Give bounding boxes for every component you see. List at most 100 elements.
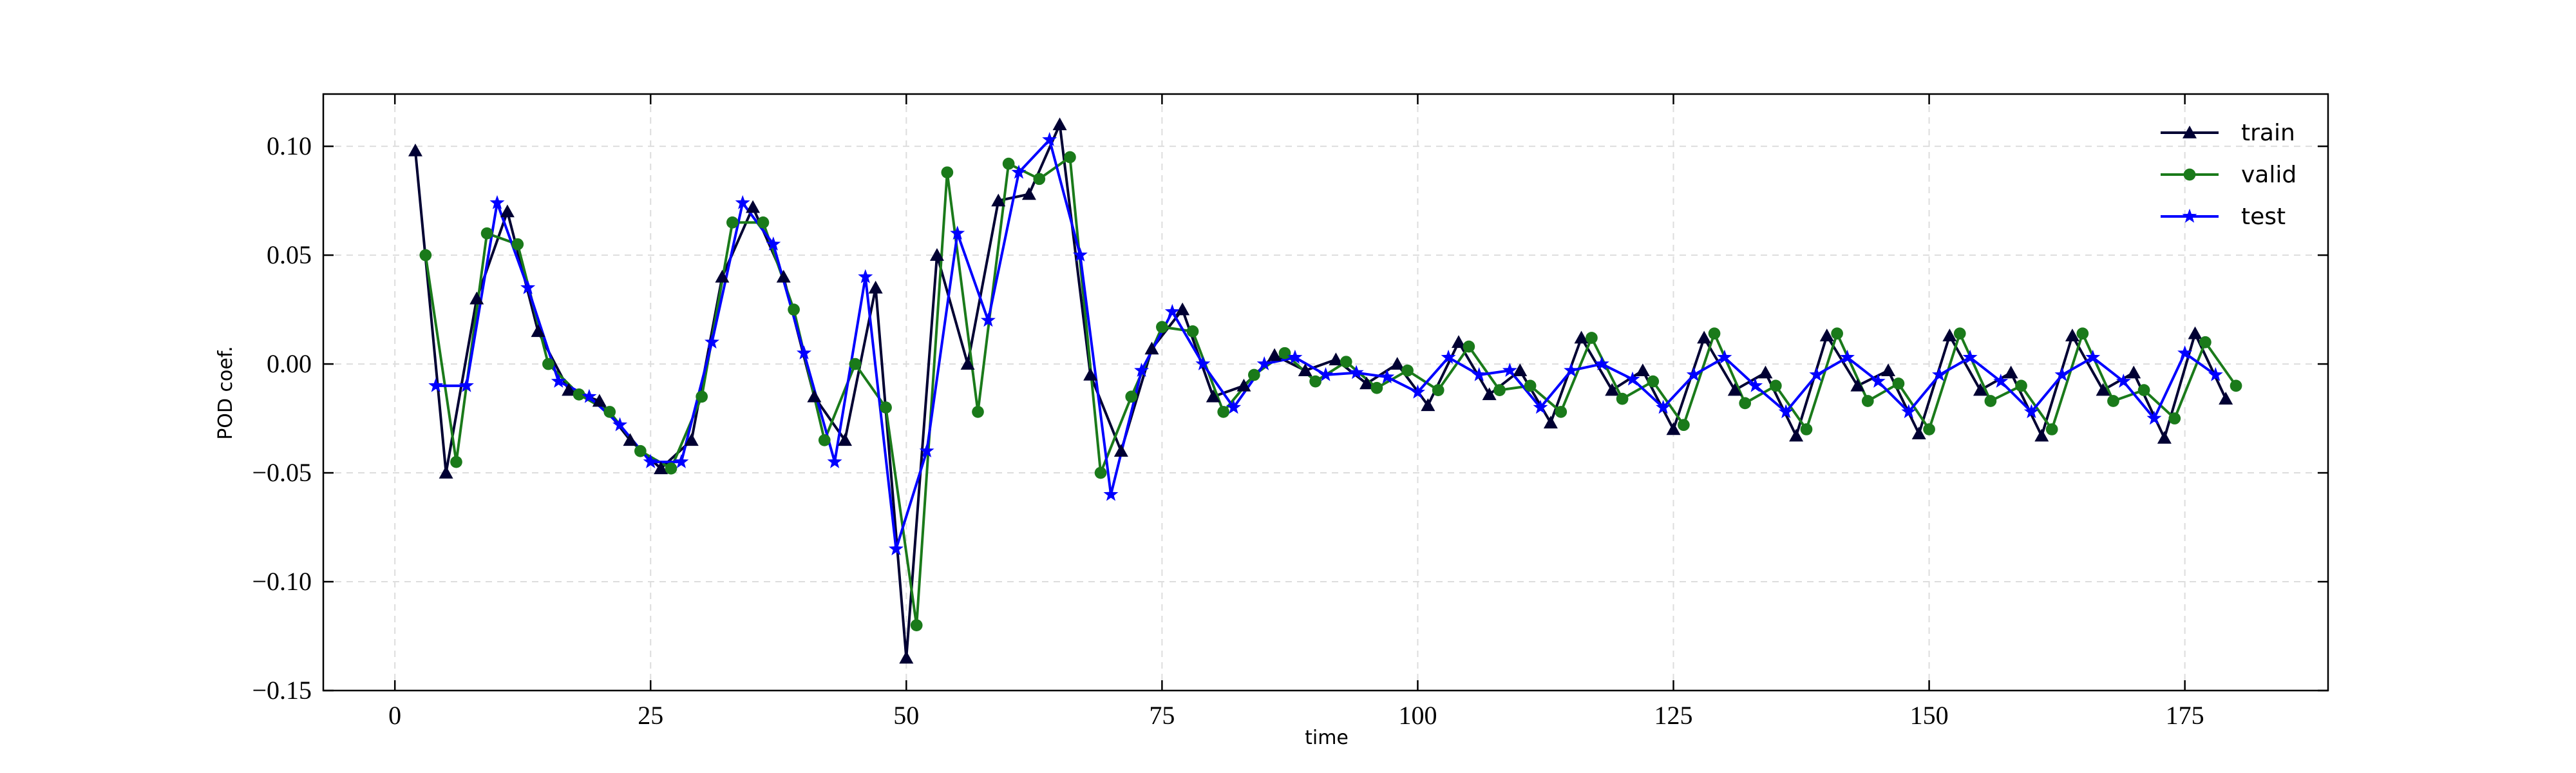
- data-point: [1247, 368, 1260, 381]
- data-point: [1984, 395, 1997, 407]
- data-point: [2137, 384, 2150, 396]
- data-point: [612, 417, 628, 432]
- x-tick-label: 100: [1398, 701, 1437, 730]
- data-point: [2034, 428, 2049, 442]
- data-point: [1555, 406, 1567, 418]
- data-point: [941, 166, 954, 179]
- data-point: [489, 195, 505, 209]
- data-point: [1463, 340, 1475, 353]
- data-point: [2146, 410, 2162, 425]
- data-point: [788, 303, 800, 316]
- series-line: [424, 155, 2237, 625]
- data-point: [531, 324, 545, 338]
- data-point: [562, 383, 576, 396]
- data-point: [1390, 357, 1405, 370]
- data-point: [603, 406, 616, 418]
- x-tick-label: 75: [1149, 701, 1175, 730]
- data-point: [1011, 164, 1027, 179]
- data-point: [1850, 378, 1865, 392]
- data-point: [511, 238, 524, 251]
- data-point: [1410, 384, 1425, 399]
- x-tick-label: 125: [1654, 701, 1693, 730]
- series-line: [435, 137, 2217, 549]
- data-point: [1309, 375, 1321, 388]
- data-point: [1432, 384, 1444, 396]
- data-point: [929, 248, 944, 261]
- x-axis-label: time: [1305, 727, 1349, 749]
- data-point: [2015, 379, 2027, 392]
- data-point: [1156, 321, 1168, 333]
- y-tick-label: 0.10: [267, 131, 312, 160]
- data-point: [2054, 367, 2070, 381]
- data-point: [1278, 347, 1291, 359]
- data-point: [1942, 329, 1957, 341]
- legend-label: train: [2241, 120, 2295, 146]
- data-point: [1064, 151, 1076, 164]
- data-point: [1103, 486, 1119, 501]
- data-point: [849, 358, 862, 370]
- series-line: [413, 119, 2228, 658]
- data-point: [776, 269, 791, 283]
- data-point: [573, 388, 585, 401]
- data-point: [643, 454, 658, 468]
- data-point: [459, 377, 474, 392]
- data-point: [408, 143, 422, 157]
- data-point: [1318, 367, 1333, 381]
- data-point: [684, 433, 699, 446]
- data-point: [715, 269, 730, 283]
- data-point: [1002, 157, 1015, 170]
- data-point: [1441, 349, 1456, 364]
- data-point: [1686, 367, 1701, 381]
- data-point: [1287, 349, 1303, 364]
- data-point: [1482, 387, 1497, 401]
- data-point: [1206, 389, 1220, 403]
- x-tick-label: 0: [388, 701, 401, 730]
- data-point: [1594, 356, 1609, 370]
- data-point: [1678, 419, 1690, 432]
- data-point: [888, 541, 904, 556]
- y-tick-label: −0.15: [252, 676, 312, 705]
- legend-label: valid: [2241, 162, 2297, 188]
- data-point: [1962, 349, 1978, 364]
- data-point: [1574, 330, 1589, 344]
- data-point: [726, 216, 739, 229]
- data-point: [696, 390, 708, 403]
- data-point: [1861, 395, 1874, 407]
- data-point: [1809, 367, 1824, 381]
- data-point: [2076, 327, 2089, 340]
- x-tick-label: 175: [2166, 701, 2204, 730]
- data-point: [674, 454, 689, 468]
- data-point: [1401, 364, 1414, 377]
- data-point: [838, 433, 853, 446]
- data-point: [880, 401, 892, 414]
- data-point: [1052, 117, 1067, 131]
- data-point: [634, 444, 647, 457]
- data-point: [1739, 397, 1752, 410]
- data-point: [1932, 367, 1947, 381]
- data-point: [1616, 392, 1629, 405]
- data-point: [950, 225, 965, 240]
- data-point: [1134, 363, 1150, 377]
- data-point: [469, 291, 484, 305]
- data-point: [1298, 363, 1312, 377]
- data-point: [2230, 379, 2242, 392]
- data-point: [2168, 412, 2181, 425]
- data-point: [1819, 329, 1834, 341]
- data-point: [1267, 348, 1282, 361]
- data-point: [1379, 369, 1395, 384]
- data-point: [1370, 381, 1383, 394]
- data-point: [1421, 398, 1435, 412]
- data-point: [2045, 423, 2058, 435]
- data-point: [500, 204, 515, 218]
- data-point: [665, 462, 677, 475]
- data-point: [991, 193, 1006, 207]
- data-point: [1564, 363, 1579, 377]
- data-point: [2157, 430, 2172, 444]
- data-point: [551, 374, 566, 388]
- y-tick-label: −0.05: [252, 458, 312, 487]
- y-axis-label: POD coef.: [214, 346, 237, 440]
- data-point: [1256, 356, 1272, 370]
- data-point: [1993, 374, 2009, 388]
- data-point: [1625, 371, 1640, 386]
- x-tick-label: 150: [1910, 701, 1949, 730]
